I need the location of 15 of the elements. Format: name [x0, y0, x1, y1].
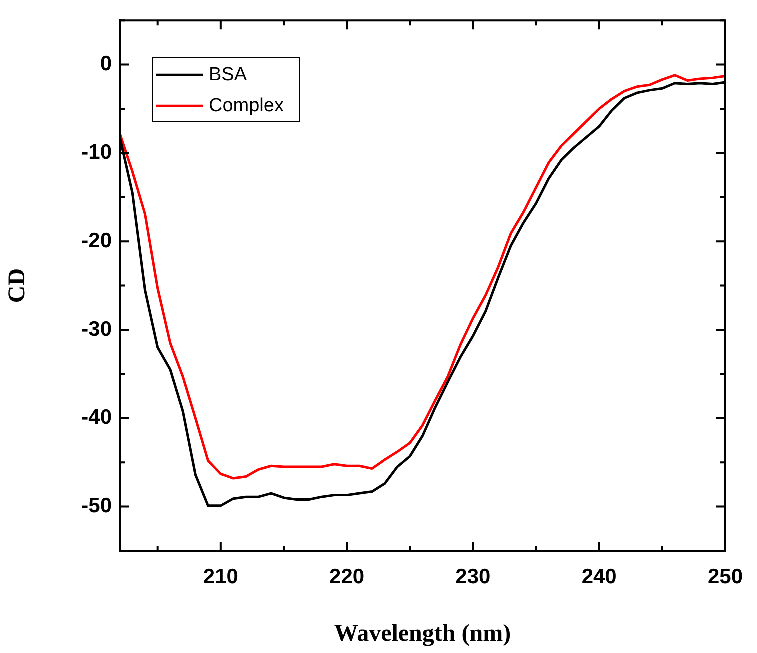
y-tick-label: -40: [82, 406, 112, 430]
y-tick-label: 0: [100, 52, 112, 76]
x-tick-label: 240: [582, 565, 617, 588]
x-axis-title: Wavelength (nm): [334, 620, 512, 647]
x-tick-label: 230: [456, 565, 491, 588]
y-axis-title: CD: [4, 268, 31, 304]
y-tick-label: -20: [82, 229, 112, 252]
x-tick-label: 250: [708, 565, 744, 588]
y-tick-label: -10: [82, 140, 112, 164]
y-tick-label: -50: [82, 494, 112, 518]
y-tick-label: -30: [82, 318, 112, 341]
x-tick-label: 220: [330, 565, 365, 588]
legend-label: BSA: [209, 64, 248, 86]
legend-label: Complex: [209, 95, 284, 116]
x-tick-label: 210: [203, 565, 238, 588]
